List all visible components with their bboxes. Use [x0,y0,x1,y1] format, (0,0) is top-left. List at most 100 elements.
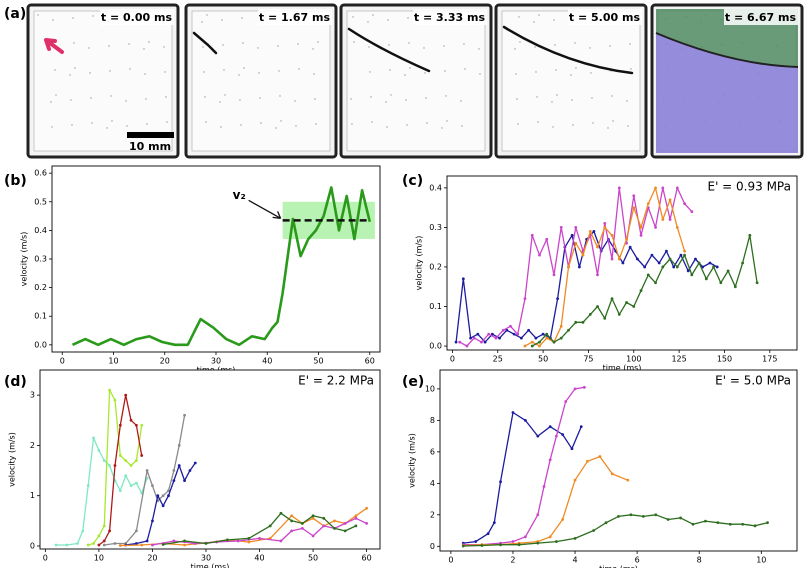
speck [426,122,428,124]
point [172,539,176,543]
point [704,519,707,523]
point [573,537,577,540]
point [343,529,347,533]
speck [297,43,299,45]
point [741,522,745,526]
point [596,305,599,308]
speck [388,44,390,46]
speck [74,67,76,69]
speck [37,14,39,16]
speck [54,69,56,71]
x-tick-label: 60 [362,554,372,563]
x-tick-label: 50 [538,355,548,364]
speck [258,72,260,74]
point [511,411,515,414]
y-tick-label: 0.0 [34,340,47,349]
crack [502,25,634,75]
point [505,328,509,332]
x-tick-label: 2 [510,556,515,565]
point [719,281,723,285]
point [625,237,628,241]
point [102,539,106,543]
point [113,542,117,545]
y-tick-label: 0.1 [429,302,442,311]
speck [556,94,558,96]
frame-label: t = 1.67 ms [259,11,331,24]
point [124,459,128,462]
speck [405,99,407,101]
series-line [531,234,758,347]
speck [224,94,226,96]
point [102,524,106,528]
point [236,539,240,543]
speck [72,17,74,19]
point [712,265,715,269]
speck [423,47,425,49]
annotation: E' = 2.2 MPa [298,374,374,388]
speck [538,14,540,16]
point [603,316,607,320]
frame: t = 0.00 ms [26,3,180,159]
speck [444,70,446,72]
y-axis-label: velocity (m/s) [20,232,29,287]
speck [69,74,71,76]
point [716,521,720,525]
x-axis-label: time (ms) [603,364,642,373]
point [290,519,294,523]
speck [315,123,317,125]
annotation: E' = 5.0 MPa [715,374,791,388]
y-tick-label: 0.1 [34,312,47,321]
speck [551,101,553,103]
point [530,344,534,348]
point [564,400,568,403]
speck [205,121,207,123]
point [582,385,586,389]
point [617,514,620,518]
point [54,543,58,547]
point [134,529,138,533]
speck [298,68,300,70]
point [741,261,744,265]
point [487,332,491,336]
point [86,543,90,547]
speck [166,121,168,123]
x-axis-label: time (ms) [599,565,638,568]
speck [572,124,574,126]
point [354,514,358,518]
point [486,532,490,536]
point [118,454,122,457]
point [617,313,621,316]
annotation: v₂ [233,188,246,202]
point [579,425,583,429]
frame: t = 6.67 ms [650,3,804,159]
speck [425,97,427,99]
panel-label: (b) [4,173,27,189]
point [519,336,523,340]
point [97,543,101,547]
point [704,277,708,281]
point [538,344,541,348]
speck [223,69,225,71]
y-tick-label: 0 [430,542,435,551]
speck [385,101,387,103]
point [766,521,769,525]
speck [313,73,315,75]
point [140,543,144,547]
speck [128,43,130,45]
speck [201,21,203,23]
speck [164,71,166,73]
point [753,524,757,528]
point [643,265,647,269]
speck [219,101,221,103]
point [675,265,679,269]
point [570,233,574,237]
speck [424,72,426,74]
x-tick-label: 25 [493,355,503,364]
point [650,253,654,257]
point [683,202,686,206]
point [581,320,585,324]
speck [537,121,539,123]
point [628,245,632,249]
point [188,469,192,472]
point [472,336,476,340]
